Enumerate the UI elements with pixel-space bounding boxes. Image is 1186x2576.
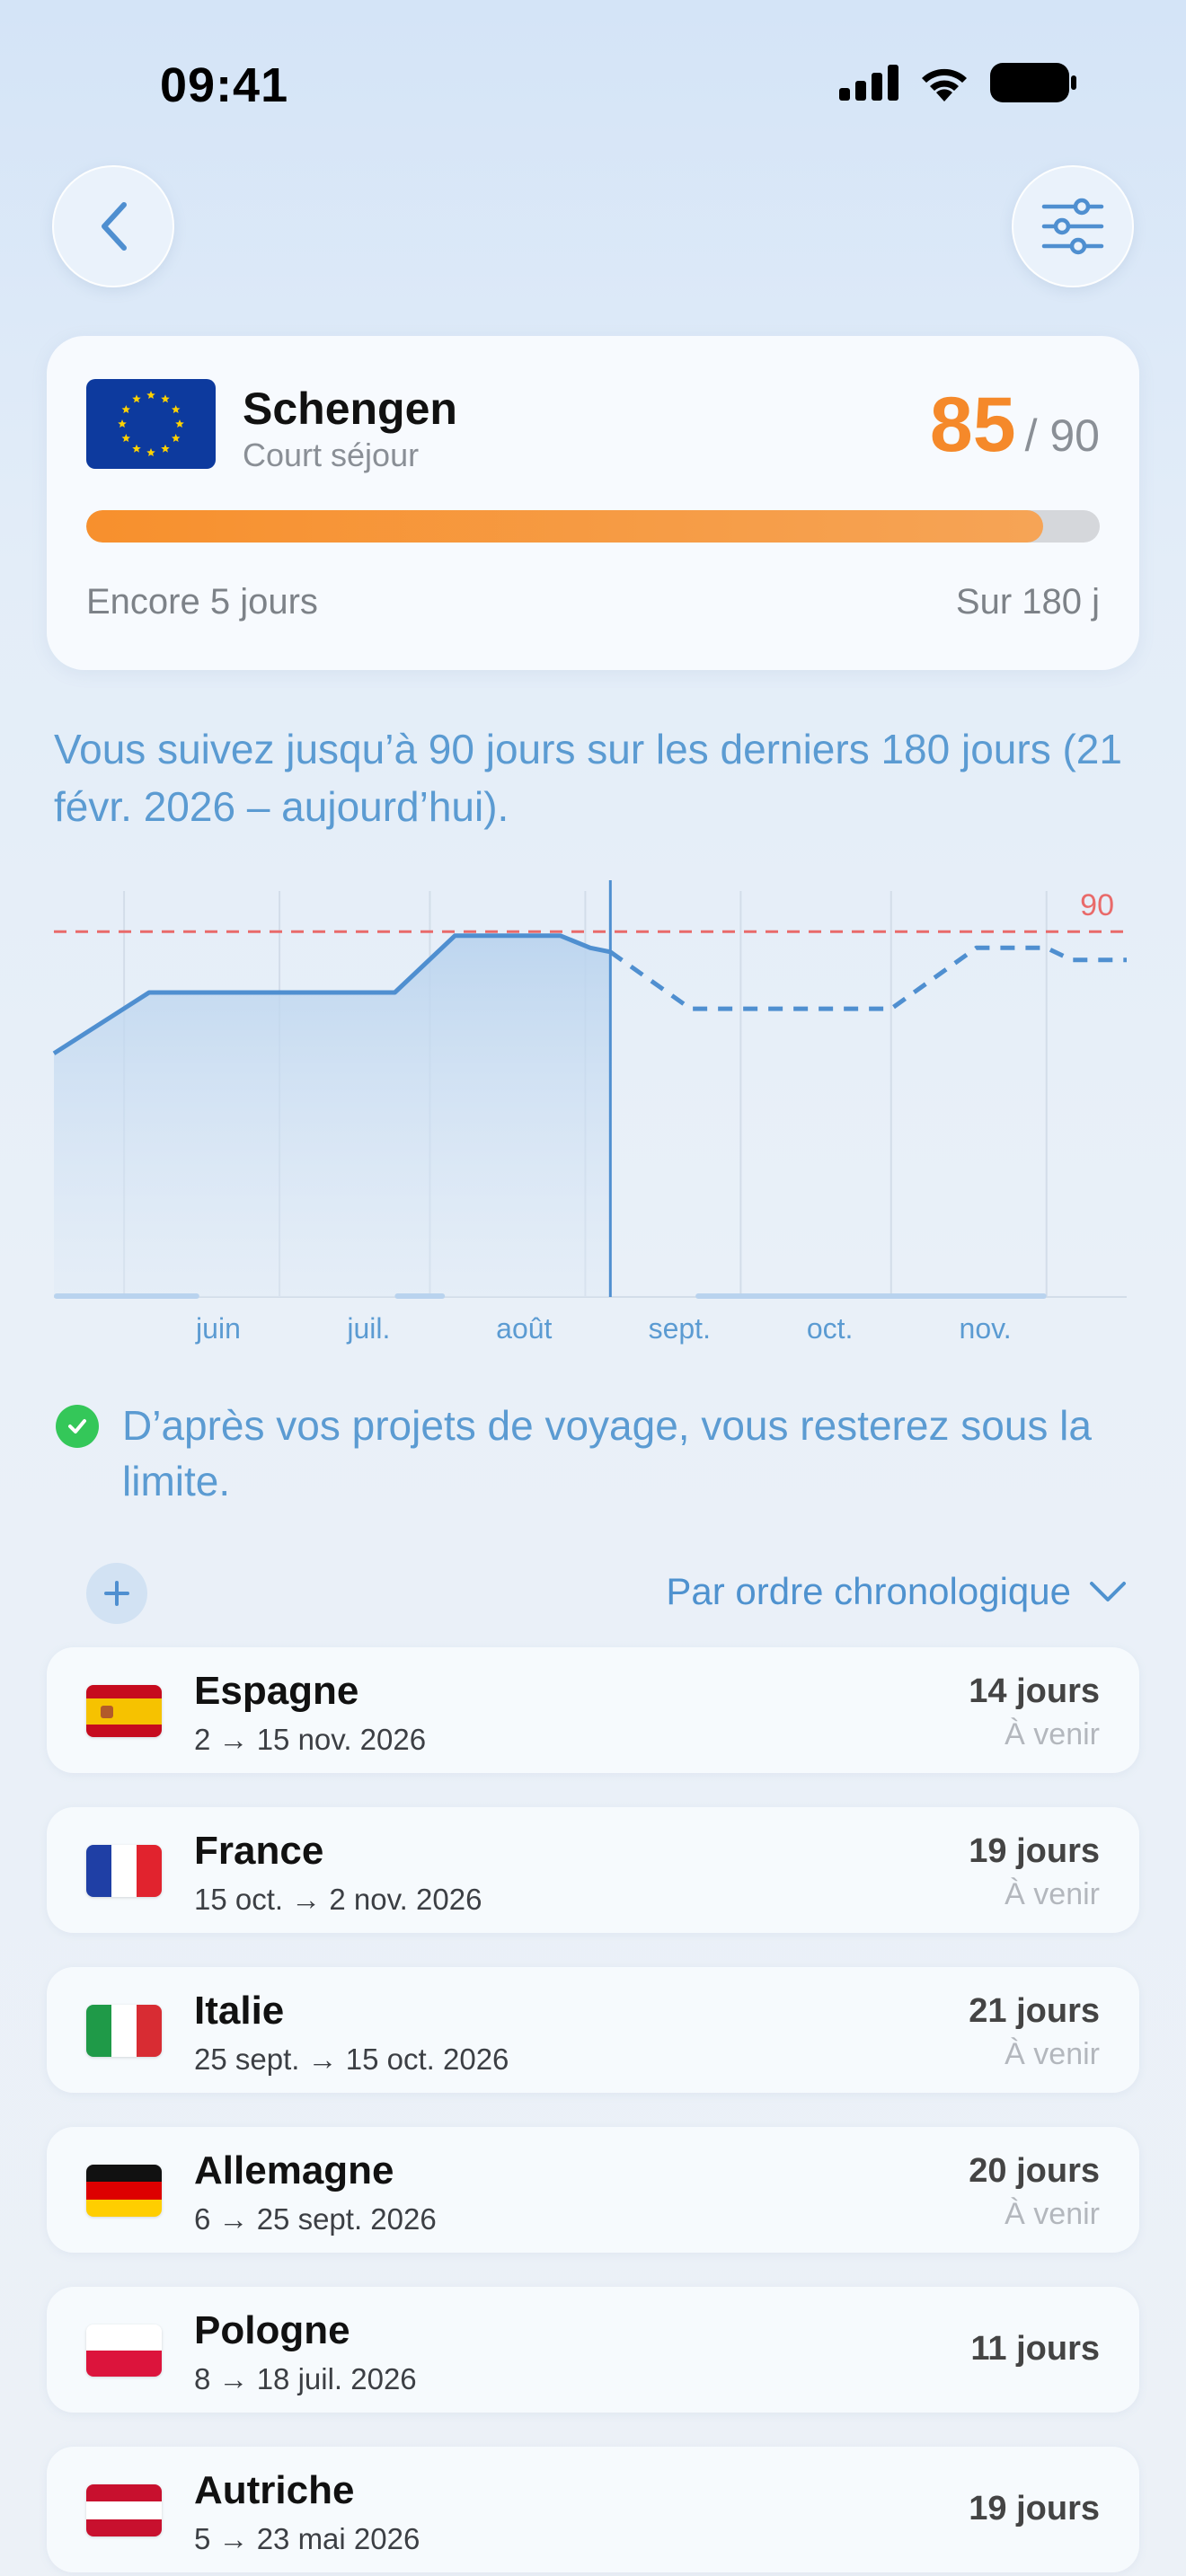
filter-settings-button[interactable] [1012, 165, 1134, 287]
trip-dates: 15 oct. → 2 nov. 2026 [194, 1883, 482, 1916]
trip-row-at[interactable]: Autriche 5 → 23 mai 2026 19 jours [47, 2447, 1139, 2572]
trip-days: 19 jours [969, 1832, 1100, 1870]
eu-star [146, 448, 155, 456]
eu-star [121, 405, 130, 413]
x-tick-label: oct. [807, 1312, 854, 1345]
projection-notice: D’après vos projets de voyage, vous rest… [56, 1398, 1134, 1509]
trip-country: Italie [194, 1989, 285, 2033]
trip-status: À venir [1005, 2037, 1100, 2071]
flag-at-icon [86, 2484, 162, 2536]
eu-star [132, 444, 141, 453]
tracking-info: Vous suivez jusqu’à 90 jours sur les der… [54, 726, 1122, 830]
wifi-icon [922, 68, 967, 101]
flag-fr-icon [86, 1845, 162, 1897]
trip-row-es[interactable]: Espagne 2 → 15 nov. 2026 14 jours À venir [47, 1647, 1139, 1773]
sort-label: Par ordre chronologique [666, 1570, 1071, 1612]
eu-star [132, 394, 141, 403]
notice-text: D’après vos projets de voyage, vous rest… [122, 1402, 1092, 1504]
trip-row-pl[interactable]: Pologne 8 → 18 juil. 2026 11 jours [47, 2287, 1139, 2413]
eu-star [175, 419, 184, 428]
eu-star [172, 434, 181, 442]
trip-dates: 2 → 15 nov. 2026 [194, 1723, 427, 1756]
trip-period-bar [695, 1293, 1047, 1299]
eu-star [161, 394, 170, 403]
trip-country: France [194, 1829, 324, 1873]
status-time: 09:41 [160, 58, 289, 112]
eu-star [146, 391, 155, 399]
battery-icon [990, 63, 1076, 102]
trip-dates: 5 → 23 mai 2026 [194, 2522, 420, 2555]
x-tick-label: août [496, 1312, 552, 1345]
remaining-days: Encore 5 jours [86, 582, 318, 622]
checkmark-circle-icon [56, 1405, 99, 1448]
trip-country: Pologne [194, 2308, 350, 2352]
sliders-icon [1041, 198, 1104, 255]
window-length: Sur 180 j [955, 582, 1100, 622]
days-limit: / 90 [1024, 410, 1100, 461]
days-used: 85 [929, 382, 1016, 468]
status-icons [839, 63, 1076, 102]
trip-period-bar [54, 1293, 199, 1299]
x-tick-label: nov. [960, 1312, 1012, 1345]
trip-country: Autriche [194, 2468, 355, 2512]
eu-star [121, 434, 130, 442]
zone-subtitle: Court séjour [243, 437, 420, 473]
trip-days: 11 jours [970, 2330, 1100, 2368]
eu-star [118, 419, 127, 428]
trip-days: 19 jours [969, 2490, 1100, 2527]
trip-dates: 8 → 18 juil. 2026 [194, 2362, 417, 2395]
limit-label: 90 [1080, 888, 1114, 922]
trip-country: Espagne [194, 1669, 359, 1713]
plus-icon [104, 1581, 129, 1606]
past-days-line [52, 933, 611, 1055]
eu-star [172, 405, 181, 413]
trip-days: 20 jours [969, 2152, 1100, 2190]
trip-row-de[interactable]: Allemagne 6 → 25 sept. 2026 20 jours À veni… [47, 2127, 1139, 2253]
x-tick-label: juil. [346, 1312, 390, 1345]
trip-row-fr[interactable]: France 15 oct. → 2 nov. 2026 19 jours À ven… [47, 1807, 1139, 1933]
zone-title: Schengen [243, 384, 457, 434]
flag-es-icon [86, 1685, 162, 1737]
days-progress-bar [86, 510, 1100, 543]
eu-star [161, 444, 170, 453]
eu-flag-icon [86, 379, 216, 469]
trip-dates: 25 sept. → 15 oct. 2026 [194, 2042, 509, 2076]
trip-days: 14 jours [969, 1672, 1100, 1710]
flag-it-icon [86, 2005, 162, 2057]
stay-days-chart: 90 juin juil. août sept. oct. nov. [52, 880, 1127, 1345]
sort-dropdown[interactable]: Par ordre chronologique [666, 1570, 1127, 1613]
past-days-area [54, 935, 611, 1297]
trip-period-bar [394, 1293, 446, 1299]
days-progress-fill [86, 510, 1043, 543]
trip-status: À venir [1005, 2197, 1100, 2231]
projected-days-line [608, 945, 1127, 1011]
add-trip-button[interactable] [86, 1563, 147, 1624]
trip-country: Allemagne [194, 2148, 394, 2192]
trip-dates: 6 → 25 sept. 2026 [194, 2202, 437, 2236]
chevron-left-icon [102, 202, 127, 251]
trip-days: 21 jours [969, 1992, 1100, 2030]
flag-de-icon [86, 2165, 162, 2217]
trip-row-it[interactable]: Italie 25 sept. → 15 oct. 2026 21 jours À v… [47, 1967, 1139, 2093]
days-count: 85 / 90 [930, 381, 1100, 470]
chevron-down-icon [1090, 1582, 1126, 1601]
back-button[interactable] [52, 165, 174, 287]
cellular-signal-icon [839, 65, 898, 101]
x-tick-label: sept. [649, 1312, 711, 1345]
schengen-summary-card[interactable]: Schengen Court séjour 85 / 90 Encore 5 j… [47, 336, 1139, 670]
x-tick-label: juin [195, 1312, 241, 1345]
trip-status: À venir [1005, 1717, 1100, 1751]
trip-status: À venir [1005, 1877, 1100, 1911]
flag-pl-icon [86, 2325, 162, 2377]
